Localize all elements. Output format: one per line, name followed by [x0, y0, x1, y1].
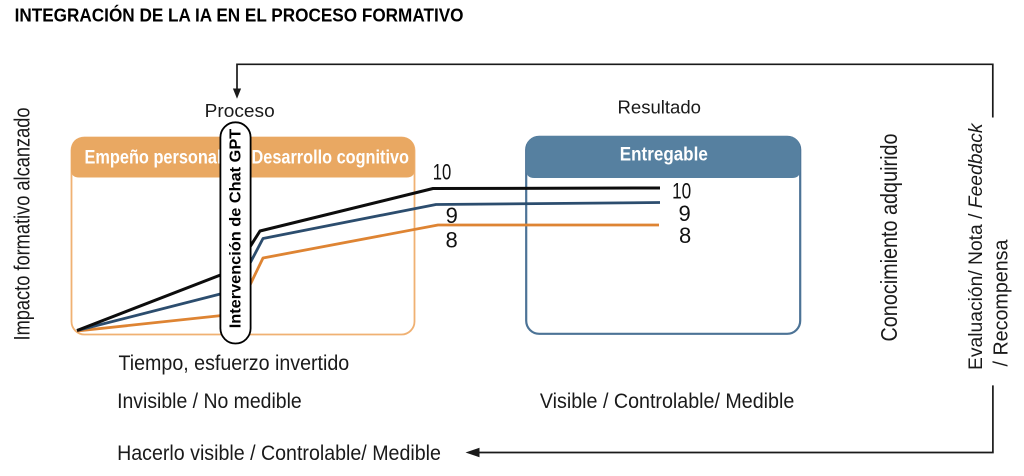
svg-text:Desarrollo cognitivo: Desarrollo cognitivo [252, 147, 410, 168]
svg-text:Impacto formativo alcanzado: Impacto formativo alcanzado [10, 108, 35, 341]
svg-text:Conocimiento adquirido: Conocimiento adquirido [876, 134, 902, 342]
svg-text:10: 10 [433, 159, 452, 184]
svg-text:INTEGRACIÓN DE LA IA EN EL PRO: INTEGRACIÓN DE LA IA EN EL PROCESO FORMA… [15, 5, 464, 26]
svg-text:Proceso: Proceso [205, 100, 275, 121]
svg-text:Empeño personal: Empeño personal [85, 147, 222, 168]
svg-text:Tiempo, esfuerzo invertido: Tiempo, esfuerzo invertido [119, 352, 350, 375]
svg-text:Entregable: Entregable [620, 145, 708, 166]
svg-text:9: 9 [678, 201, 690, 226]
svg-text:8: 8 [679, 223, 691, 248]
svg-text:9: 9 [446, 203, 458, 228]
svg-text:Invisible / No medible: Invisible / No medible [117, 390, 302, 413]
svg-text:Visible / Controlable/ Medible: Visible / Controlable/ Medible [540, 390, 794, 413]
svg-text:Hacerlo visible / Controlable/: Hacerlo visible / Controlable/ Medible [117, 442, 441, 465]
svg-text:8: 8 [445, 228, 457, 253]
svg-text:/ Recompensa: / Recompensa [991, 239, 1013, 367]
svg-text:Evaluación/ Nota / Feedback: Evaluación/ Nota / Feedback [966, 122, 987, 370]
svg-text:Intervención de Chat GPT: Intervención de Chat GPT [227, 129, 244, 329]
svg-text:10: 10 [672, 178, 691, 203]
svg-text:Resultado: Resultado [618, 97, 702, 118]
